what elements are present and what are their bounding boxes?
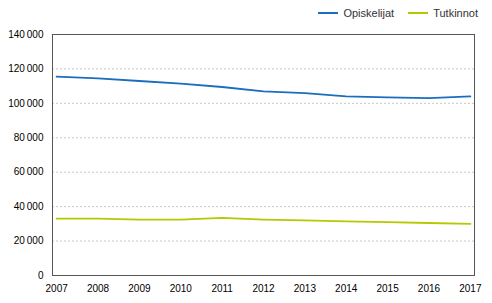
svg-text:2012: 2012 <box>252 283 275 294</box>
svg-text:20 000: 20 000 <box>14 235 44 246</box>
svg-text:2010: 2010 <box>170 283 193 294</box>
svg-text:80 000: 80 000 <box>14 132 44 143</box>
svg-text:2017: 2017 <box>459 283 482 294</box>
svg-text:40 000: 40 000 <box>14 201 44 212</box>
html-text:Opiskelijat: Opiskelijat <box>343 7 395 19</box>
svg-text:140 000: 140 000 <box>8 29 44 40</box>
svg-text:2009: 2009 <box>128 283 151 294</box>
html-text:Tutkinnot: Tutkinnot <box>433 7 478 19</box>
svg-text:0: 0 <box>38 270 44 281</box>
svg-text:2011: 2011 <box>211 283 233 294</box>
svg-text:120 000: 120 000 <box>8 63 44 74</box>
svg-text:2015: 2015 <box>376 283 399 294</box>
svg-text:2007: 2007 <box>46 283 69 294</box>
svg-text:2016: 2016 <box>418 283 441 294</box>
svg-text:2008: 2008 <box>87 283 110 294</box>
svg-text:60 000: 60 000 <box>14 166 44 177</box>
svg-text:2013: 2013 <box>294 283 317 294</box>
svg-text:2014: 2014 <box>335 283 358 294</box>
svg-text:100 000: 100 000 <box>8 98 44 109</box>
